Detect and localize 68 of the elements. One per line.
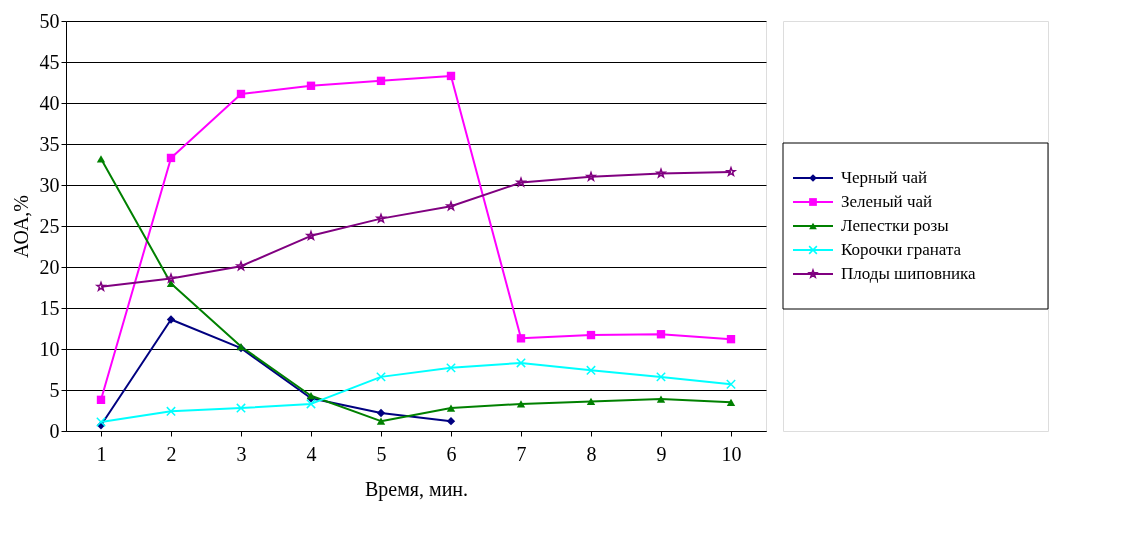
legend-label: Корочки граната: [841, 240, 962, 259]
point: [306, 81, 316, 90]
point: [446, 416, 456, 426]
x-tick-label: 9: [656, 442, 667, 465]
x-axis-title: Время, мин.: [364, 477, 469, 501]
point: [446, 71, 456, 81]
point: [516, 177, 526, 187]
point: [516, 400, 526, 408]
x-tick-label: 3: [236, 442, 247, 465]
point: [306, 399, 316, 409]
point: [516, 334, 526, 343]
x-tick-label: 4: [306, 442, 317, 465]
y-tick-label: 5: [49, 378, 60, 401]
y-tick-label: 35: [39, 132, 60, 155]
y-axis-title: АОА,%: [9, 195, 32, 258]
point: [96, 395, 106, 405]
point: [96, 155, 106, 163]
point: [166, 315, 176, 324]
point: [516, 358, 526, 368]
legend-label: Лепестки розы: [841, 216, 950, 235]
y-tick-label: 25: [39, 214, 60, 237]
point: [96, 281, 106, 291]
point: [726, 398, 736, 406]
y-tick-label: 10: [39, 337, 60, 360]
point: [656, 330, 666, 339]
point: [376, 213, 386, 223]
point: [376, 408, 386, 418]
point: [446, 362, 456, 373]
y-tick-label: 30: [39, 173, 60, 196]
point: [586, 397, 596, 406]
point: [656, 395, 666, 403]
point: [726, 166, 736, 177]
point: [446, 404, 456, 412]
point: [446, 201, 456, 211]
x-tick-label: 10: [721, 442, 742, 465]
point: [166, 406, 176, 417]
point: [376, 76, 386, 86]
point: [586, 171, 596, 181]
point: [236, 89, 246, 99]
x-tick-label: 7: [516, 442, 527, 465]
point: [236, 261, 246, 271]
point: [166, 273, 176, 283]
point: [376, 417, 386, 425]
point: [656, 168, 666, 178]
y-tick-label: 20: [39, 255, 60, 278]
y-tick-label: 0: [49, 419, 60, 442]
point: [726, 334, 736, 344]
point: [726, 379, 736, 390]
point: [96, 417, 106, 427]
legend-label: Плоды шиповника: [841, 264, 977, 283]
point: [586, 365, 596, 376]
y-tick-label: 50: [39, 9, 60, 32]
legend-label: Черный чай: [841, 168, 928, 187]
legend-label: Зеленый чай: [841, 192, 933, 211]
point: [586, 330, 596, 340]
point: [166, 153, 176, 163]
y-tick-label: 45: [39, 50, 60, 73]
point: [236, 403, 246, 413]
x-tick-label: 8: [586, 442, 597, 465]
x-tick-label: 2: [166, 442, 177, 465]
point: [376, 371, 386, 382]
x-tick-label: 5: [376, 442, 387, 465]
y-tick-label: 40: [39, 91, 60, 114]
point: [306, 230, 316, 240]
x-tick-label: 1: [96, 442, 107, 465]
point: [656, 371, 666, 382]
x-tick-label: 6: [446, 442, 457, 465]
y-tick-label: 15: [39, 296, 60, 319]
